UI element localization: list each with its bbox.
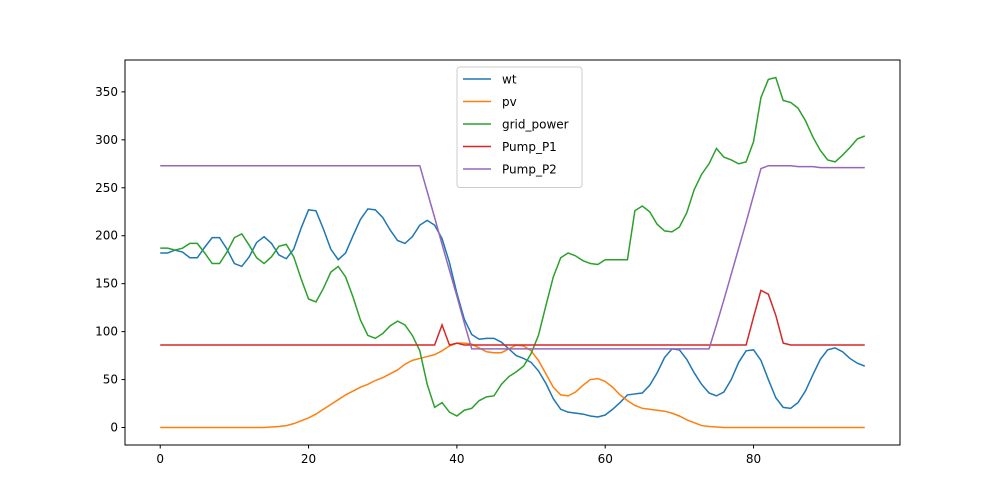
y-tick-label: 200 bbox=[95, 229, 118, 243]
y-tick-label: 350 bbox=[95, 85, 118, 99]
legend-label: wt bbox=[502, 73, 517, 87]
series-line bbox=[160, 208, 866, 418]
y-tick-label: 50 bbox=[103, 373, 118, 387]
axes-frame bbox=[124, 59, 901, 446]
series-line bbox=[160, 164, 865, 350]
y-tick-label: 0 bbox=[110, 421, 118, 435]
legend-label: pv bbox=[502, 95, 517, 109]
x-tick-label: 40 bbox=[449, 452, 464, 466]
legend-label: grid_power bbox=[502, 118, 569, 132]
legend-label: Pump_P2 bbox=[502, 163, 557, 177]
x-tick-label: 60 bbox=[598, 452, 613, 466]
y-tick-label: 250 bbox=[95, 181, 118, 195]
x-tick-label: 80 bbox=[746, 452, 761, 466]
legend-label: Pump_P1 bbox=[502, 140, 557, 154]
y-tick-label: 150 bbox=[95, 277, 118, 291]
y-tick-label: 300 bbox=[95, 133, 118, 147]
x-tick-label: 20 bbox=[301, 452, 316, 466]
plot-area bbox=[160, 76, 866, 429]
series-line bbox=[160, 76, 866, 417]
series-line bbox=[160, 342, 865, 429]
x-tick-label: 0 bbox=[156, 452, 164, 466]
series-line bbox=[160, 289, 865, 346]
y-tick-label: 100 bbox=[95, 325, 118, 339]
legend-box bbox=[456, 66, 583, 188]
